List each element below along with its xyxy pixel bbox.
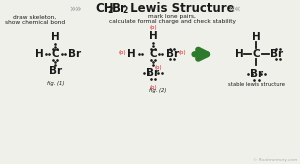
Text: ««: «« <box>228 3 241 13</box>
Text: H: H <box>128 49 136 59</box>
Text: H: H <box>34 49 43 59</box>
Text: H: H <box>252 32 261 42</box>
Text: Br: Br <box>111 2 126 15</box>
Text: H: H <box>148 31 158 41</box>
Text: (o): (o) <box>118 50 126 55</box>
Text: (o): (o) <box>178 50 186 55</box>
Text: (o): (o) <box>149 25 157 30</box>
Text: Br: Br <box>270 49 283 59</box>
Text: Br: Br <box>250 69 263 79</box>
Text: C: C <box>52 49 59 59</box>
Text: show chemical bond: show chemical bond <box>5 20 65 25</box>
Text: Br: Br <box>49 66 62 76</box>
Text: Br: Br <box>146 68 160 78</box>
Text: C: C <box>149 49 157 59</box>
Text: Br: Br <box>166 49 179 59</box>
Text: H: H <box>51 32 60 42</box>
Text: 2: 2 <box>108 6 113 15</box>
Text: 2: 2 <box>122 6 127 15</box>
Text: © Rootmemory.com: © Rootmemory.com <box>253 158 297 162</box>
Text: draw skeleton,: draw skeleton, <box>14 15 57 20</box>
Text: fig. (1): fig. (1) <box>47 81 64 86</box>
Text: calculate formal charge and check stability: calculate formal charge and check stabil… <box>109 19 236 24</box>
Text: stable lewis structure: stable lewis structure <box>228 82 285 87</box>
Text: »»: »» <box>69 3 82 13</box>
Text: Br: Br <box>68 49 81 59</box>
Text: mark lone pairs,: mark lone pairs, <box>148 14 196 19</box>
Text: C: C <box>253 49 260 59</box>
Text: fig. (2): fig. (2) <box>149 88 166 93</box>
Text: H: H <box>235 49 244 59</box>
Text: Lewis Structure: Lewis Structure <box>126 2 235 15</box>
Text: (o): (o) <box>154 65 162 70</box>
Text: (o): (o) <box>149 85 157 90</box>
Text: CH: CH <box>95 2 114 15</box>
